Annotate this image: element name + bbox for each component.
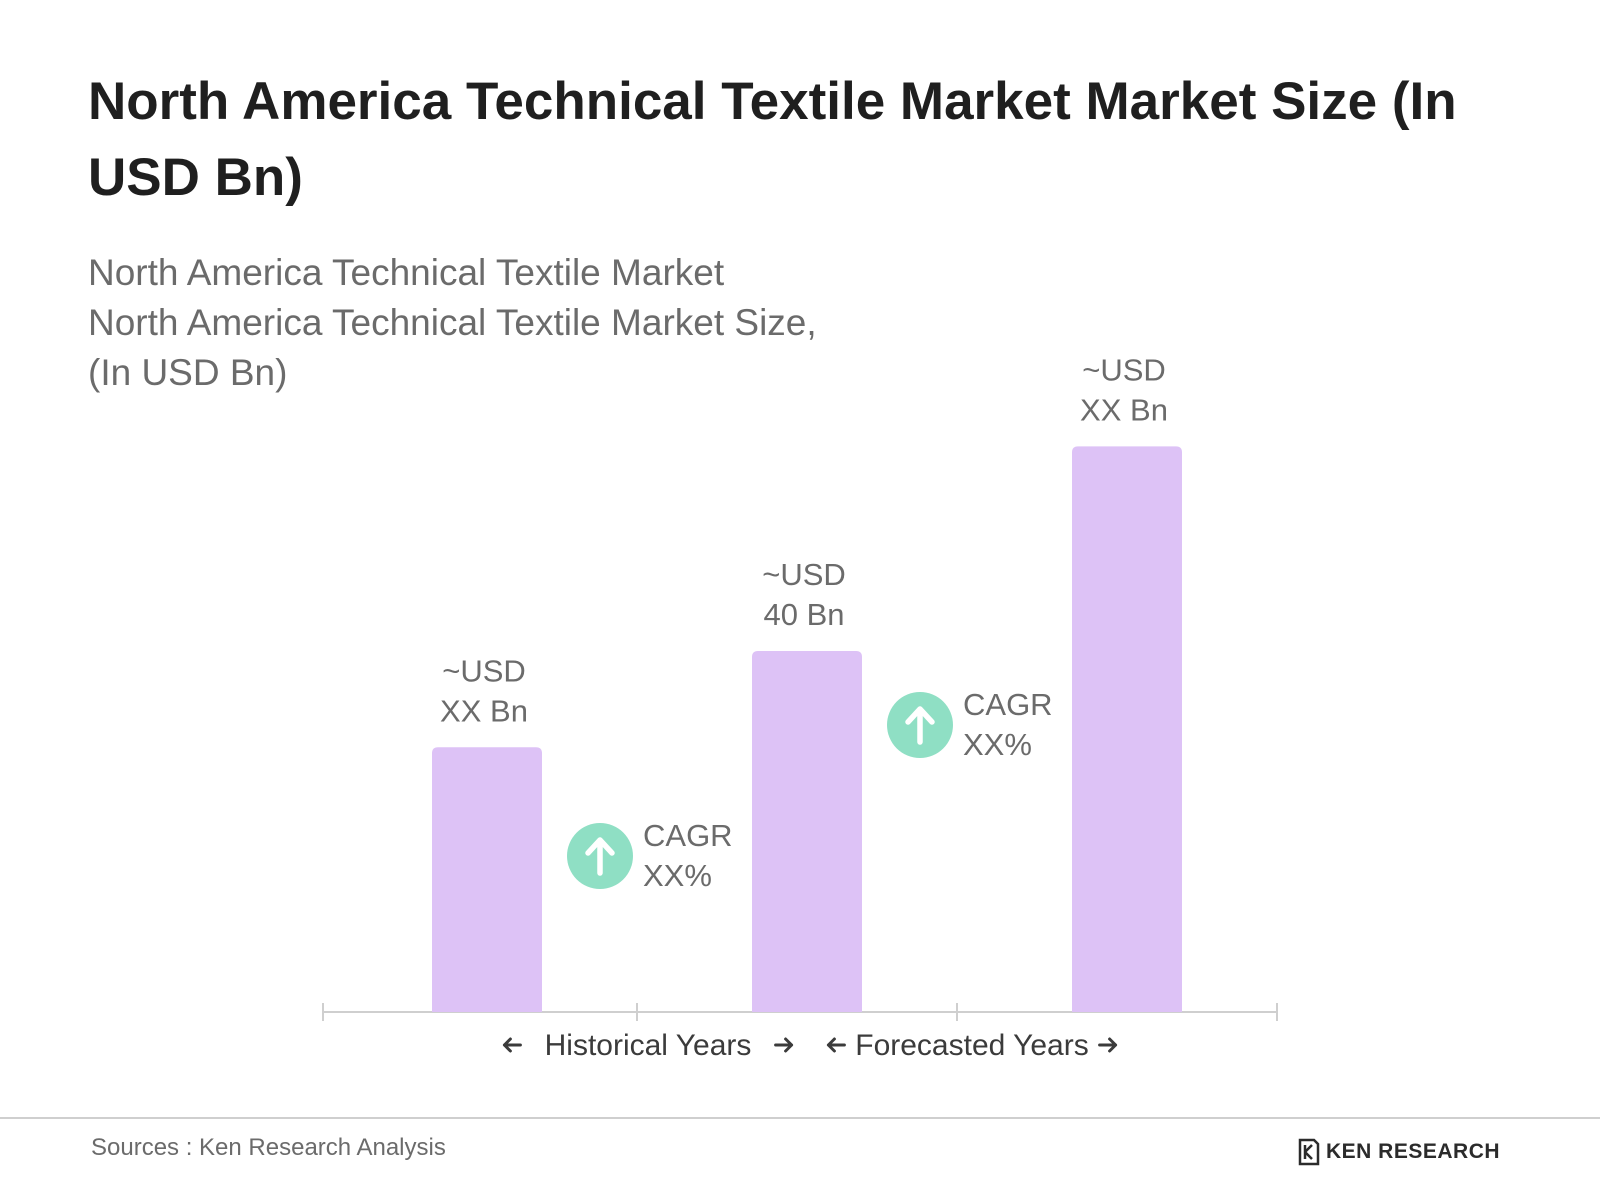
bar-1 xyxy=(432,747,542,1012)
cagr-annotation-2: CAGR XX% xyxy=(887,687,1053,762)
right-arrow-icon xyxy=(1098,1037,1118,1053)
cagr-annotation-1: CAGR XX% xyxy=(567,818,733,893)
period-label-2: Forecasted Years xyxy=(855,1029,1088,1062)
cagr-value-2: XX% xyxy=(963,727,1032,762)
ken-research-logo: KEN RESEARCH xyxy=(1298,1137,1500,1167)
logo-text: KEN RESEARCH xyxy=(1326,1140,1501,1163)
cagr-arrow-glyph-2 xyxy=(905,706,935,745)
chart-title: North America Technical Textile Market M… xyxy=(88,72,1457,207)
subtitle-line-2: North America Technical Textile Market S… xyxy=(88,302,817,343)
subtitle-line-3: (In USD Bn) xyxy=(88,352,288,393)
source-note: Sources : Ken Research Analysis xyxy=(91,1134,446,1161)
right-arrow-icon xyxy=(774,1037,794,1053)
ken-research-logo-icon xyxy=(1298,1138,1320,1166)
bar-3-label-line-1: ~USD xyxy=(1082,352,1166,387)
cagr-arrow-glyph-1 xyxy=(585,837,615,876)
subtitle-line-1: North America Technical Textile Market xyxy=(88,252,725,293)
cagr-label-2: CAGR xyxy=(963,687,1053,722)
bar-2 xyxy=(752,651,862,1012)
period-2: Forecasted Years xyxy=(826,1029,1118,1062)
bar-1-label-line-2: XX Bn xyxy=(440,693,528,728)
bar-3-label-line-2: XX Bn xyxy=(1080,392,1168,427)
left-arrow-icon xyxy=(502,1037,522,1053)
left-arrow-icon xyxy=(826,1037,846,1053)
bar-chart: ~USD XX Bn ~USD 40 Bn ~USD XX Bn CAGR XX% CAGR XX… xyxy=(322,352,1278,1062)
bar-2-label-line-1: ~USD xyxy=(762,557,846,592)
cagr-label-1: CAGR xyxy=(643,818,733,853)
cagr-value-1: XX% xyxy=(643,858,712,893)
chart-subtitle: North America Technical Textile Market N… xyxy=(88,248,817,398)
bar-1-label-line-1: ~USD xyxy=(442,653,526,688)
bar-2-label-line-2: 40 Bn xyxy=(763,597,844,632)
period-1: Historical Years xyxy=(502,1029,794,1062)
footer-divider xyxy=(0,1117,1600,1119)
period-label-1: Historical Years xyxy=(545,1029,752,1062)
bar-3 xyxy=(1072,446,1182,1012)
